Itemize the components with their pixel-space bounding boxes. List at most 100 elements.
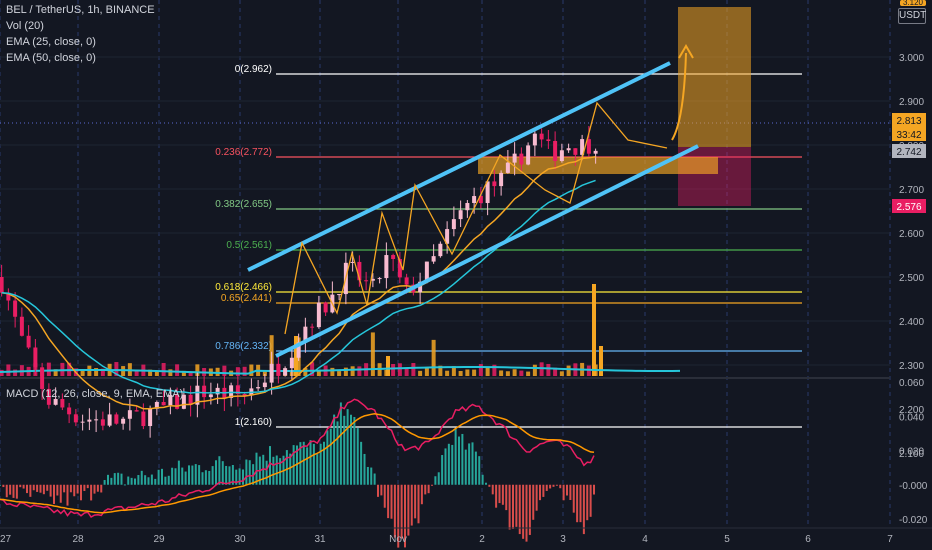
macd-hist-bar bbox=[221, 461, 224, 485]
candle-body bbox=[465, 203, 470, 211]
macd-hist-bar bbox=[552, 484, 555, 487]
macd-hist-bar bbox=[127, 476, 130, 485]
volume-bar bbox=[586, 365, 591, 376]
legend-macd[interactable]: MACD (12, 26, close, 9, EMA, EMA) bbox=[6, 388, 184, 400]
macd-hist-bar bbox=[444, 448, 447, 485]
macd-hist-bar bbox=[387, 484, 390, 519]
macd-hist-bar bbox=[137, 475, 140, 485]
macd-hist-bar bbox=[383, 484, 386, 508]
macd-hist-bar bbox=[431, 484, 433, 486]
symbol-title[interactable]: BEL / TetherUS, 1h, BINANCE bbox=[6, 4, 155, 16]
macd-hist-bar bbox=[329, 428, 332, 485]
candle-body bbox=[370, 278, 375, 281]
macd-hist-bar bbox=[508, 484, 511, 530]
macd-hist-bar bbox=[245, 459, 248, 485]
volume-ma-line bbox=[0, 365, 681, 375]
macd-hist-bar bbox=[0, 484, 1, 486]
macd-hist-bar bbox=[346, 409, 349, 485]
time-tick-6: 2 bbox=[479, 534, 485, 545]
macd-hist-bar bbox=[39, 484, 42, 493]
candle-body bbox=[397, 258, 402, 278]
macd-hist-bar bbox=[316, 454, 319, 485]
volume-bar bbox=[404, 367, 409, 376]
volume-bar bbox=[505, 371, 510, 376]
candle-body bbox=[208, 394, 213, 398]
volume-bar bbox=[485, 366, 490, 376]
currency-label[interactable]: USDT bbox=[898, 8, 926, 24]
candle-body bbox=[438, 243, 443, 257]
candle-body bbox=[512, 153, 517, 163]
macd-hist-bar bbox=[275, 455, 278, 485]
volume-bar bbox=[188, 371, 193, 376]
candle-body bbox=[40, 367, 45, 389]
volume-bar bbox=[195, 364, 200, 376]
macd-hist-bar bbox=[161, 468, 163, 485]
candle-body bbox=[87, 419, 92, 422]
candle-body bbox=[559, 150, 564, 162]
volume-bar bbox=[512, 369, 517, 376]
time-tick-10: 6 bbox=[805, 534, 811, 545]
volume-bar bbox=[6, 364, 11, 376]
candle-body bbox=[451, 219, 456, 230]
macd-hist-bar bbox=[579, 484, 582, 523]
candle-body bbox=[26, 335, 31, 348]
macd-hist-bar bbox=[252, 464, 255, 485]
volume-bar bbox=[53, 369, 58, 376]
volume-bars bbox=[0, 284, 681, 376]
position-tool[interactable] bbox=[478, 7, 751, 206]
legend-volume[interactable]: Vol (20) bbox=[6, 20, 44, 32]
macd-hist-bar bbox=[123, 484, 126, 486]
volume-bar bbox=[438, 365, 443, 376]
candle-body bbox=[364, 280, 369, 282]
volume-bar bbox=[465, 369, 470, 376]
candle-body bbox=[94, 419, 99, 421]
candle-body bbox=[33, 347, 38, 368]
macd-hist-bar bbox=[117, 472, 120, 485]
macd-hist-bar bbox=[481, 474, 484, 485]
candle-body bbox=[526, 145, 531, 165]
macd-hist-bar bbox=[32, 484, 35, 491]
candle-body bbox=[316, 302, 321, 328]
volume-bar bbox=[472, 369, 477, 376]
macd-hist-bar bbox=[177, 460, 180, 485]
top-price-tag: 3.120 bbox=[900, 0, 926, 6]
candle-body bbox=[478, 196, 483, 204]
candle-body bbox=[168, 395, 173, 406]
macd-hist-bar bbox=[19, 484, 22, 488]
volume-bar bbox=[370, 332, 375, 376]
macd-hist-bar bbox=[336, 421, 339, 485]
legend-ema25[interactable]: EMA (25, close, 0) bbox=[6, 36, 96, 48]
candle-body bbox=[418, 281, 423, 293]
volume-bar bbox=[330, 367, 335, 376]
macd-hist-bar bbox=[528, 484, 531, 535]
volume-bar bbox=[0, 369, 4, 376]
macd-tick-0: 0.060 bbox=[899, 378, 924, 389]
fib-label-1: 0.236(2.772) bbox=[215, 147, 272, 158]
macd-hist-bar bbox=[424, 484, 427, 495]
macd-hist-bar bbox=[5, 484, 8, 498]
trend-drawings[interactable] bbox=[247, 44, 699, 358]
macd-hist-bar bbox=[289, 453, 292, 485]
legend-ema50[interactable]: EMA (50, close, 0) bbox=[6, 52, 96, 64]
candle-body bbox=[593, 150, 598, 154]
macd-hist-bar bbox=[15, 484, 18, 499]
macd-tick-4: -0.020 bbox=[899, 515, 928, 526]
candle-body bbox=[431, 256, 436, 262]
macd-hist-bar bbox=[69, 484, 72, 493]
price-tick-3: 2.700 bbox=[899, 185, 924, 196]
candle-body bbox=[485, 181, 490, 204]
candle-body bbox=[377, 278, 382, 280]
candle-body bbox=[154, 401, 159, 409]
volume-bar bbox=[80, 369, 85, 376]
time-tick-4: 31 bbox=[314, 534, 326, 545]
macd-hist-bar bbox=[171, 467, 174, 485]
macd-hist-bar bbox=[36, 484, 39, 492]
macd-hist-bar bbox=[390, 484, 393, 519]
macd-hist-bar bbox=[140, 470, 143, 485]
macd-hist-bar bbox=[215, 460, 217, 485]
projection-arrowhead bbox=[678, 44, 694, 59]
macd-hist-bar bbox=[350, 414, 352, 485]
macd-hist-bar bbox=[447, 443, 450, 485]
volume-bar bbox=[431, 339, 436, 376]
